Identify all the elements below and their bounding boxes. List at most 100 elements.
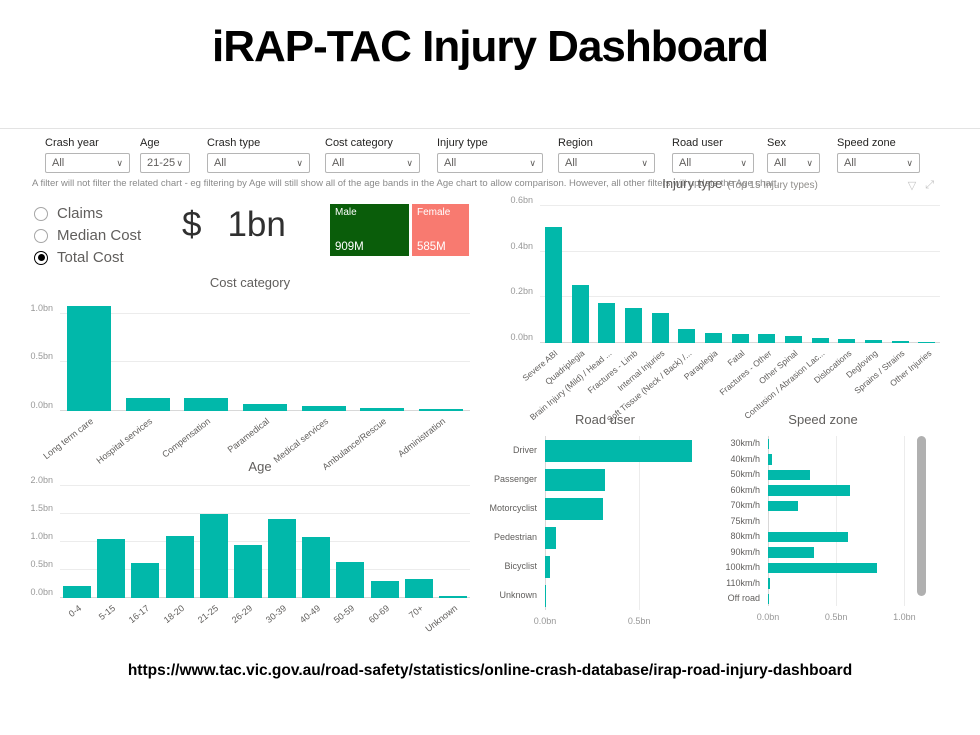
bar-slot [119,299,178,411]
bar-100km-h[interactable] [768,562,878,573]
category-label-passenger: Passenger [493,474,537,484]
bar-sprains-strains[interactable] [891,341,909,343]
filter-dropdown-injury-type[interactable]: All ∨ [437,153,543,173]
bar-slot [567,206,594,343]
bar-severe-abi[interactable] [544,226,562,343]
filter-dropdown-age[interactable]: 21-25 ∨ [140,153,190,173]
radio-option-claims[interactable]: Claims [34,203,141,224]
bar-70km-h[interactable] [768,500,798,511]
bar-fractures-other[interactable] [758,334,776,343]
bar-60-69[interactable] [370,580,399,598]
bar-5-15[interactable] [97,539,126,598]
kpi-currency: $ [182,205,202,244]
bar-medical-services[interactable] [301,406,346,411]
bar-other-spinal[interactable] [784,336,802,343]
filter-dropdown-speed-zone[interactable]: All ∨ [837,153,920,173]
y-axis-tick-label: 0.0bn [30,587,53,597]
filter-label: Injury type [437,137,488,149]
bar-compensation[interactable] [184,398,229,411]
injury-type-chart: 0.0bn 0.2bn 0.4bn 0.6bn Severe ABI Quadripleg… [510,195,940,425]
bar-long-term-care[interactable] [67,305,112,411]
x-axis-labels: Severe ABI Quadriplegia Brain Injury (Mild… [521,346,940,425]
bar-pedestrian[interactable] [545,526,557,549]
bar-fractures-limb[interactable] [624,307,642,343]
bar-slot [128,483,162,598]
radio-dot [37,254,45,261]
filter-dropdown-sex[interactable]: All ∨ [767,153,820,173]
bar-off-road[interactable] [768,593,769,604]
bar-slot [402,483,436,598]
bar-40-49[interactable] [302,537,331,598]
category-label-pedestrian: Pedestrian [493,532,537,542]
bar-16-17[interactable] [131,562,160,598]
gender-card-male[interactable]: Male 909M [330,204,409,256]
gridline [768,436,769,606]
filter-road-user: Road user All ∨ [672,137,754,173]
y-axis-tick-label: 0.6bn [510,195,533,205]
gender-card-value: 585M [417,241,446,253]
bar-slot [833,206,860,343]
bar-60km-h[interactable] [768,485,850,496]
speed-zone-scrollbar[interactable] [917,436,926,596]
filter-dropdown-road-user[interactable]: All ∨ [672,153,754,173]
category-label-unknown: Unknown [499,590,537,600]
bar-driver[interactable] [545,439,692,462]
y-axis-tick-label: 1.0bn [30,530,53,541]
radio-option-median-cost[interactable]: Median Cost [34,225,141,246]
bar-0-4[interactable] [63,585,92,598]
bar-soft-tissue-neck-back[interactable] [678,329,696,343]
bar-dislocations[interactable] [838,338,856,343]
gender-card-female[interactable]: Female 585M [412,204,469,256]
radio-button-selected[interactable] [34,250,48,265]
bar-bicyclist[interactable] [545,555,550,578]
gridline [545,436,546,610]
bar-unknown[interactable] [438,596,467,598]
bar-50-59[interactable] [336,562,365,598]
bar-40km-h[interactable] [768,454,773,465]
bar-paramedical[interactable] [243,404,288,411]
bar-30km-h[interactable] [768,438,769,449]
bar-other-injuries[interactable] [918,341,936,343]
filter-dropdown-cost-category[interactable]: All ∨ [325,153,420,173]
filter-dropdown-crash-type[interactable]: All ∨ [207,153,310,173]
bar-hospital-services[interactable] [125,398,170,411]
filter-dropdown-crash-year[interactable]: All ∨ [45,153,130,173]
gender-card-label: Female [417,207,451,218]
visual-header-icons: ▽ ⤢ [908,179,934,192]
radio-button[interactable] [34,228,48,243]
bar-90km-h[interactable] [768,547,815,558]
bar-paraplegia[interactable] [704,332,722,343]
filter-dropdown-region[interactable]: All ∨ [558,153,655,173]
bar-21-25[interactable] [199,513,228,598]
bar-80km-h[interactable] [768,531,849,542]
bar-30-39[interactable] [268,518,297,598]
gridline [639,436,641,610]
bar-degloving[interactable] [864,339,882,343]
focus-mode-icon[interactable]: ⤢ [925,179,934,191]
bar-slot [265,483,299,598]
bar-administration[interactable] [418,409,463,411]
bar-quadriplegia[interactable] [571,284,589,343]
bar-passenger[interactable] [545,468,606,491]
bar-brain-injury-mild-head[interactable] [598,303,616,343]
bar-fatal[interactable] [731,333,749,343]
bar-110km-h[interactable] [768,578,771,589]
filter-icon[interactable]: ▽ [907,180,917,192]
bar-motorcyclist[interactable] [545,497,604,520]
bar-unknown[interactable] [545,584,546,607]
radio-button[interactable] [34,206,48,221]
bar-contusion-abrasion-lac[interactable] [811,337,829,343]
bar-internal-injuries[interactable] [651,313,669,343]
source-url: https://www.tac.vic.gov.au/road-safety/s… [127,662,853,679]
bar-26-29[interactable] [233,544,262,598]
filter-selected-value: All [844,157,857,169]
bar-ambulance-rescue[interactable] [360,408,405,411]
bar-70[interactable] [404,578,433,598]
bar-series [60,483,470,598]
radio-option-total-cost[interactable]: Total Cost [34,247,141,268]
bar-50km-h[interactable] [768,469,811,480]
category-label-70km-h: 70km/h [730,500,760,510]
category-label-motorcyclist: Motorcyclist [489,503,537,513]
bar-18-20[interactable] [165,536,194,598]
bar-slot [60,483,94,598]
